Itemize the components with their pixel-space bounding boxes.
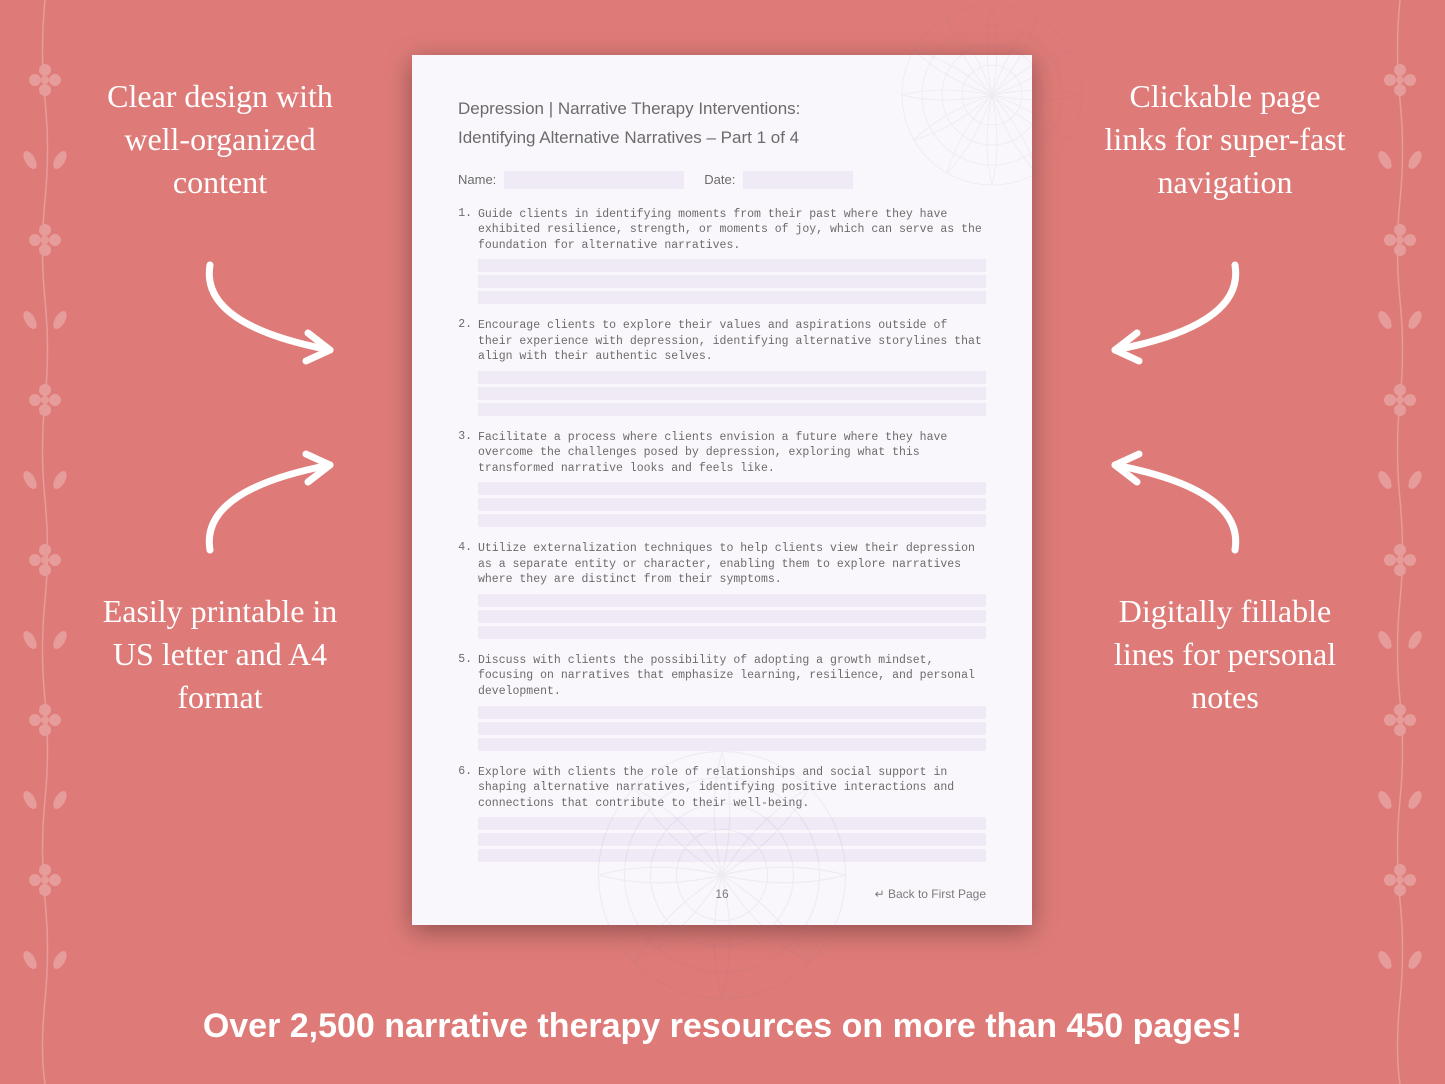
page-title-line2: Identifying Alternative Narratives – Par… [458,124,986,153]
callout-bottom-left: Easily printable in US letter and A4 for… [90,590,350,720]
question-item: 5.Discuss with clients the possibility o… [458,653,986,700]
name-input[interactable] [504,171,684,189]
answer-lines[interactable] [478,817,986,862]
back-to-first-link[interactable]: ↵ Back to First Page [875,887,986,901]
callout-top-left: Clear design with well-organized content [90,75,350,205]
page-number: 16 [715,887,728,901]
callout-top-right: Clickable page links for super-fast navi… [1095,75,1355,205]
answer-lines[interactable] [478,371,986,416]
arrow-bl-icon [180,440,360,560]
question-item: 2.Encourage clients to explore their val… [458,318,986,365]
answer-lines[interactable] [478,482,986,527]
question-list: 1.Guide clients in identifying moments f… [458,207,986,862]
page-footer: 16 ↵ Back to First Page [458,887,986,901]
question-text: Encourage clients to explore their value… [478,318,986,365]
question-item: 6.Explore with clients the role of relat… [458,765,986,812]
question-number: 3. [458,430,472,477]
question-text: Guide clients in identifying moments fro… [478,207,986,254]
question-item: 4.Utilize externalization techniques to … [458,541,986,588]
name-label: Name: [458,172,496,187]
callout-bottom-right: Digitally fillable lines for personal no… [1095,590,1355,720]
arrow-tl-icon [180,255,360,375]
question-text: Discuss with clients the possibility of … [478,653,986,700]
answer-lines[interactable] [478,259,986,304]
answer-lines[interactable] [478,706,986,751]
question-number: 5. [458,653,472,700]
question-item: 3.Facilitate a process where clients env… [458,430,986,477]
question-text: Explore with clients the role of relatio… [478,765,986,812]
question-number: 4. [458,541,472,588]
date-input[interactable] [743,171,853,189]
page-title: Depression | Narrative Therapy Intervent… [458,95,986,153]
name-date-row: Name: Date: [458,171,986,189]
page-title-line1: Depression | Narrative Therapy Intervent… [458,95,986,124]
arrow-br-icon [1085,440,1265,560]
floral-border-left [10,0,80,1084]
question-number: 1. [458,207,472,254]
question-text: Utilize externalization techniques to he… [478,541,986,588]
question-number: 2. [458,318,472,365]
worksheet-page: Depression | Narrative Therapy Intervent… [412,55,1032,925]
question-number: 6. [458,765,472,812]
bottom-banner: Over 2,500 narrative therapy resources o… [0,1007,1445,1046]
floral-border-right [1365,0,1435,1084]
date-label: Date: [704,172,735,187]
arrow-tr-icon [1085,255,1265,375]
question-item: 1.Guide clients in identifying moments f… [458,207,986,254]
answer-lines[interactable] [478,594,986,639]
question-text: Facilitate a process where clients envis… [478,430,986,477]
